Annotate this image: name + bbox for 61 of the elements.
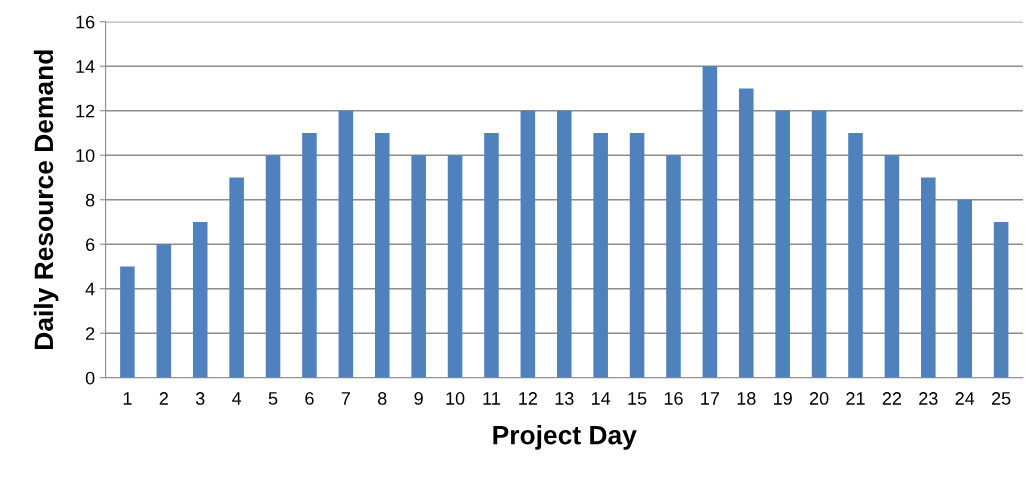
x-tick-label: 24 [955,392,975,405]
x-tick-label: 9 [414,392,423,405]
y-tick-label: 8 [85,193,95,207]
y-tick-label: 10 [76,149,95,162]
bar [229,177,244,378]
bar [739,88,754,378]
bar [556,110,572,378]
y-tick-label: 0 [85,371,95,385]
x-tick-label: 10 [446,392,465,405]
x-tick-label: 2 [159,392,168,405]
x-tick-label: 12 [519,392,537,405]
bar [192,221,208,378]
x-tick-label: 5 [268,392,278,405]
x-tick-label: 8 [378,392,387,405]
x-tick-label: 18 [737,392,756,405]
y-tick-label: 4 [85,282,95,296]
bar [811,110,827,378]
x-tick-label: 20 [809,392,829,405]
bar [411,155,426,378]
bar [338,110,354,378]
x-tick-label: 6 [305,392,314,405]
x-tick-label: 16 [664,392,683,405]
x-tick-label: 15 [628,392,647,405]
bar [265,155,281,378]
bar [374,132,390,378]
x-tick-label: 25 [991,392,1011,405]
bar [921,177,936,378]
bar [957,199,972,378]
x-tick-label: 13 [555,392,574,405]
bar [884,155,900,378]
x-tick-label: 19 [774,392,792,405]
x-tick-label: 3 [195,392,205,405]
y-tick-label: 6 [86,238,95,251]
x-tick-label: 11 [483,392,500,405]
x-tick-label: 23 [919,392,938,405]
y-tick-label: 14 [76,60,95,73]
bar [302,132,317,378]
y-axis-title: Daily Resource Demand [33,50,59,350]
y-tick-label: 2 [86,327,95,340]
bar [775,110,790,378]
bar [447,155,463,378]
bar [666,155,681,378]
x-axis-title: Project Day [493,425,637,450]
x-tick-label: 4 [232,392,242,405]
x-tick-label: 17 [701,392,720,405]
y-tick-label: 16 [76,15,95,29]
bar [702,66,718,378]
bar [520,110,536,378]
bar [593,132,608,378]
bar [629,132,645,378]
x-tick-label: 14 [592,392,611,405]
bar [156,244,172,378]
bar [848,132,863,378]
bar [993,221,1009,378]
bar [484,132,499,378]
x-tick-label: 7 [341,392,350,405]
y-tick-label: 12 [76,104,95,118]
bar [120,266,135,378]
x-tick-label: 21 [846,392,865,405]
x-tick-label: 22 [882,392,902,405]
x-tick-label: 1 [123,392,132,405]
